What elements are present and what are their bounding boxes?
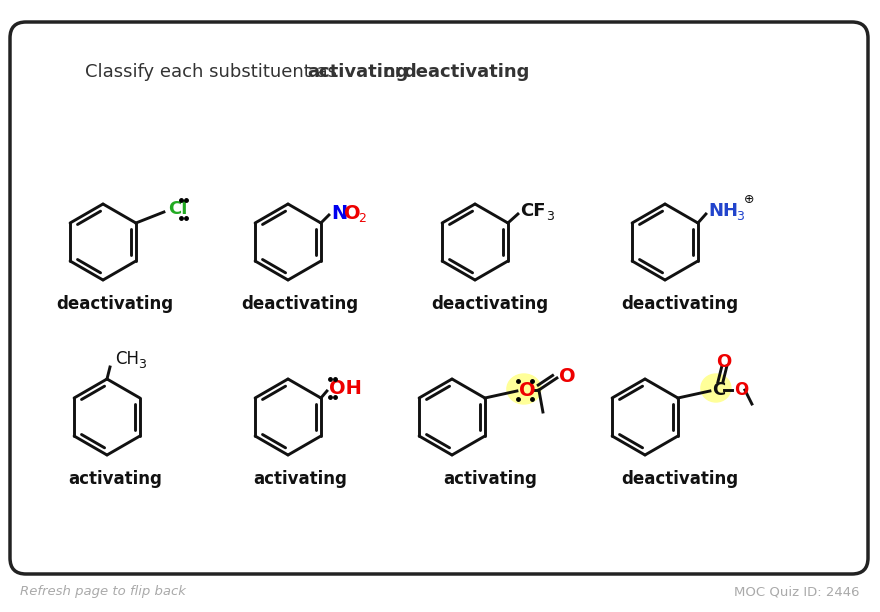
Text: CH: CH xyxy=(115,350,139,368)
Text: deactivating: deactivating xyxy=(403,63,530,81)
Text: O: O xyxy=(344,204,361,223)
Ellipse shape xyxy=(507,374,541,404)
Text: Classify each substituent as: Classify each substituent as xyxy=(85,63,342,81)
Text: deactivating: deactivating xyxy=(621,295,738,313)
Text: activating: activating xyxy=(307,63,408,81)
Text: activating: activating xyxy=(253,470,347,488)
Text: 3: 3 xyxy=(736,209,744,223)
Text: NH: NH xyxy=(708,202,738,220)
Text: N: N xyxy=(331,204,347,223)
Text: deactivating: deactivating xyxy=(241,295,358,313)
Text: O: O xyxy=(716,353,731,371)
Text: MOC Quiz ID: 2446: MOC Quiz ID: 2446 xyxy=(735,586,860,599)
Text: activating: activating xyxy=(443,470,537,488)
Text: O: O xyxy=(734,381,748,399)
Text: or: or xyxy=(378,63,408,81)
Text: CF: CF xyxy=(520,202,546,220)
Text: O: O xyxy=(559,367,576,386)
Text: O: O xyxy=(519,381,536,400)
Text: Cl: Cl xyxy=(168,200,187,218)
Text: ⊕: ⊕ xyxy=(744,193,754,206)
Text: C: C xyxy=(712,381,725,399)
Text: 3: 3 xyxy=(546,209,554,223)
Text: Refresh page to flip back: Refresh page to flip back xyxy=(20,586,186,599)
Ellipse shape xyxy=(700,374,731,402)
FancyBboxPatch shape xyxy=(10,22,868,574)
Text: 3: 3 xyxy=(138,357,146,370)
Text: deactivating: deactivating xyxy=(431,295,548,313)
Text: 2: 2 xyxy=(358,212,366,225)
Text: OH: OH xyxy=(329,378,362,398)
Text: activating: activating xyxy=(68,470,162,488)
Text: deactivating: deactivating xyxy=(621,470,738,488)
Text: deactivating: deactivating xyxy=(56,295,173,313)
